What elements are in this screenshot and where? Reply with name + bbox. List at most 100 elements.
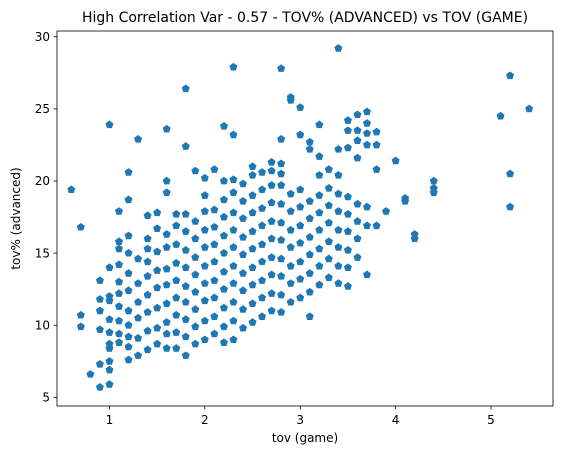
data-point <box>124 286 133 295</box>
data-point <box>95 276 104 284</box>
x-tick-label: 5 <box>487 413 495 427</box>
data-point <box>229 279 238 287</box>
data-point <box>267 253 276 261</box>
data-point <box>305 137 314 146</box>
data-point <box>153 208 162 217</box>
data-point <box>124 321 133 329</box>
data-point <box>267 289 276 297</box>
data-point <box>105 315 114 323</box>
y-tick-label: 30 <box>35 30 50 44</box>
data-point <box>239 196 247 205</box>
data-point <box>191 287 200 296</box>
data-point <box>181 142 190 150</box>
data-point <box>219 284 228 293</box>
data-point <box>76 322 85 331</box>
data-point <box>200 225 209 234</box>
data-point <box>210 205 219 214</box>
data-point <box>181 315 190 323</box>
data-point <box>305 214 314 222</box>
data-point <box>229 175 238 183</box>
data-point <box>324 165 333 173</box>
data-point <box>324 237 333 245</box>
x-tick-label: 1 <box>106 413 114 427</box>
data-point <box>143 234 152 243</box>
data-point <box>219 195 228 204</box>
data-point <box>124 231 133 240</box>
data-point <box>162 243 171 251</box>
data-point <box>105 365 114 374</box>
data-point <box>315 244 324 253</box>
data-point <box>143 345 152 354</box>
data-point <box>191 270 200 279</box>
data-point <box>229 316 238 325</box>
data-point <box>200 191 209 199</box>
data-point <box>239 323 247 332</box>
data-point <box>153 266 162 274</box>
data-point <box>248 299 257 307</box>
data-point <box>258 312 267 320</box>
data-point <box>200 296 209 305</box>
data-point <box>363 221 371 230</box>
data-point <box>353 217 362 225</box>
data-point <box>105 292 114 300</box>
data-point <box>382 207 391 215</box>
data-point <box>200 279 209 287</box>
data-point <box>343 227 352 235</box>
data-point <box>191 339 200 348</box>
data-point <box>153 323 162 332</box>
data-point <box>143 244 152 253</box>
data-point <box>267 158 276 166</box>
data-point <box>115 237 123 245</box>
data-point <box>248 280 257 289</box>
data-point <box>277 235 286 244</box>
data-point <box>210 293 219 302</box>
data-point <box>95 359 104 368</box>
data-point <box>191 217 200 225</box>
chart-title: High Correlation Var - 0.57 - TOV% (ADVA… <box>82 10 528 26</box>
data-point <box>353 110 362 119</box>
data-point <box>172 240 181 248</box>
data-point <box>143 326 152 335</box>
data-point <box>343 246 352 254</box>
data-point <box>210 165 219 173</box>
data-point <box>277 290 286 299</box>
data-point <box>305 250 314 258</box>
data-point <box>181 227 190 235</box>
data-point <box>496 111 505 120</box>
data-point <box>296 221 305 230</box>
data-point <box>296 130 305 139</box>
data-point <box>258 240 267 248</box>
data-point <box>115 244 123 253</box>
data-point <box>191 166 200 175</box>
data-point <box>363 119 371 127</box>
y-tick-label: 15 <box>35 246 50 260</box>
data-point <box>229 261 238 270</box>
data-point <box>172 310 181 319</box>
data-point <box>343 143 352 152</box>
data-point <box>343 209 352 218</box>
data-point <box>324 184 333 192</box>
data-point <box>181 209 190 218</box>
data-point <box>239 305 247 313</box>
data-point <box>219 248 228 257</box>
data-point <box>162 188 171 196</box>
data-point <box>239 214 247 222</box>
data-point <box>134 313 143 322</box>
data-point <box>219 212 228 221</box>
data-point <box>343 116 352 124</box>
data-point <box>296 257 305 266</box>
data-point <box>143 271 152 280</box>
data-point <box>239 250 247 258</box>
data-point <box>305 145 314 153</box>
data-point <box>343 192 352 201</box>
data-point <box>286 261 295 270</box>
data-point <box>239 179 247 188</box>
data-point <box>286 207 295 215</box>
data-point <box>363 129 371 137</box>
data-point <box>258 257 267 266</box>
data-point <box>134 351 143 359</box>
data-point <box>210 240 219 248</box>
data-point <box>305 233 314 241</box>
data-point <box>343 282 352 290</box>
data-point <box>267 306 276 315</box>
